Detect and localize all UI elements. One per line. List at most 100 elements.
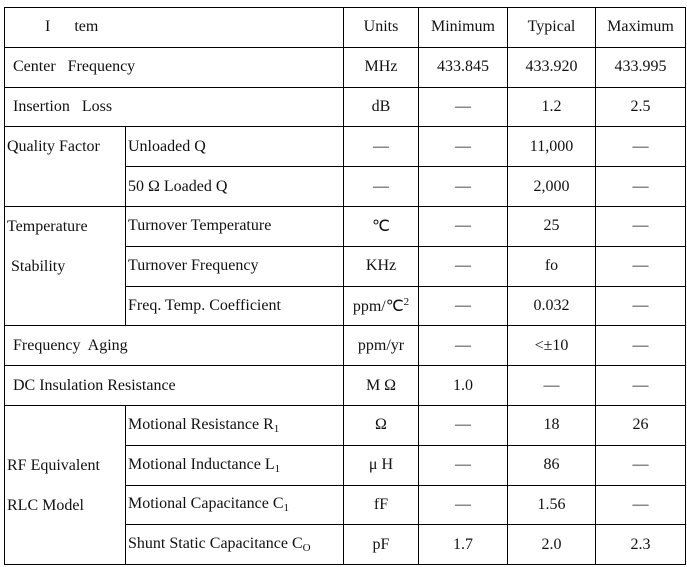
item-name: Turnover Temperature (125, 205, 344, 247)
units-cell: ℃ (343, 205, 419, 247)
units-text: pF (372, 535, 390, 553)
minimum-cell: — (418, 245, 508, 287)
minimum-cell: — (418, 325, 508, 367)
item-text: Motional Inductance L (128, 455, 275, 473)
maximum-cell: 26 (595, 404, 686, 446)
item-name: Turnover Frequency (125, 245, 344, 287)
typical-cell: — (507, 365, 596, 406)
minimum-cell: 433.845 (418, 46, 508, 88)
item-text: Freq. Temp. Coefficient (128, 296, 281, 314)
typical-cell: <±10 (507, 325, 596, 367)
item-name: 50 Ω Loaded Q (125, 166, 344, 207)
item-text: Motional Resistance R (128, 415, 274, 433)
maximum-cell: — (595, 205, 686, 247)
units-cell: Ω (343, 404, 419, 446)
typical-cell: 433.920 (507, 46, 596, 88)
typical-cell: 11,000 (507, 126, 596, 168)
table-row: Center Frequency MHz 433.845 433.920 433.995 (4, 46, 686, 88)
group-label-line: RLC Model (7, 496, 84, 514)
frequency-aging-label: Frequency Aging (4, 325, 344, 367)
temperature-stability-group-label: Temperature Stability (4, 205, 126, 327)
group-label-line: Quality Factor (7, 138, 100, 156)
maximum-cell: 2.5 (595, 86, 686, 128)
insertion-loss-label: Insertion Loss (4, 86, 344, 128)
table-row: Freq. Temp. Coefficient ppm/℃2—0.032— (5, 285, 686, 327)
units-text: M Ω (365, 376, 397, 394)
units-cell: M Ω (343, 365, 419, 406)
units-text: — (373, 137, 389, 155)
typical-cell: 0.032 (507, 285, 596, 327)
group-label-line: Stability (7, 257, 66, 275)
rf-equivalent-rlc-model-group-label: RF Equivalent RLC Model (4, 404, 126, 566)
units-cell: pF (343, 524, 419, 566)
typical-cell: 2.0 (507, 524, 596, 566)
item-text: Turnover Frequency (128, 257, 259, 275)
group-label-line: Temperature (7, 217, 88, 235)
item-name: Freq. Temp. Coefficient (125, 285, 344, 327)
header-units: Units (343, 7, 419, 48)
maximum-cell: — (595, 245, 686, 287)
minimum-cell: — (418, 86, 508, 128)
item-text: Turnover Temperature (128, 217, 272, 235)
minimum-cell: 1.7 (418, 524, 508, 566)
units-cell: MHz (343, 46, 419, 88)
minimum-cell: — (418, 285, 508, 327)
units-cell: ppm/℃2 (343, 285, 419, 327)
minimum-cell: 1.0 (418, 365, 508, 406)
header-typical: Typical (507, 7, 596, 48)
units-text: MHz (364, 58, 398, 76)
minimum-cell: — (418, 444, 508, 486)
header-maximum: Maximum (595, 7, 686, 48)
minimum-cell: — (418, 205, 508, 247)
dc-insulation-resistance-label: DC Insulation Resistance (4, 365, 344, 406)
maximum-cell: — (595, 166, 686, 207)
units-text: μ H (368, 456, 394, 474)
units-text: dB (371, 97, 391, 115)
maximum-cell: — (595, 285, 686, 327)
maximum-cell: — (595, 484, 686, 526)
item-text: Unloaded Q (128, 137, 206, 155)
item-subscript: O (302, 542, 311, 555)
center-frequency-label: Center Frequency (4, 46, 344, 88)
typical-cell: 2,000 (507, 166, 596, 207)
group-label-line: RF Equivalent (7, 456, 100, 474)
minimum-cell: — (418, 166, 508, 207)
typical-cell: 18 (507, 404, 596, 446)
maximum-cell: — (595, 126, 686, 168)
units-cell: KHz (343, 245, 419, 287)
units-cell: fF (343, 484, 419, 526)
minimum-cell: — (418, 126, 508, 168)
item-name: Unloaded Q (125, 126, 344, 168)
table-row: Insertion Loss dB —1.2 2.5 (4, 86, 686, 128)
units-cell: ppm/yr (343, 325, 419, 367)
maximum-cell: 2.3 (595, 524, 686, 566)
typical-cell: 1.2 (507, 86, 596, 128)
item-name: Motional Inductance L1 (125, 444, 344, 486)
units-text: — (373, 177, 389, 195)
table-row: Motional Inductance L1 μ H —86— (5, 444, 686, 486)
table-row: DC Insulation Resistance M Ω 1.0— — (4, 365, 686, 406)
units-text: ppm/℃ (352, 297, 404, 315)
table-row: Shunt Static Capacitance CO pF 1.7 2.0 2.3 (5, 524, 686, 566)
item-text: Motional Capacitance C (128, 495, 284, 513)
header-minimum: Minimum (418, 7, 508, 48)
item-subscript: 1 (283, 502, 290, 515)
table-row: 50 Ω Loaded Q — —2,000— (5, 166, 686, 207)
table-row: Frequency Aging ppm/yr — <±10— (4, 325, 686, 367)
units-superscript: 2 (403, 295, 410, 308)
typical-cell: fo (507, 245, 596, 287)
minimum-cell: — (418, 404, 508, 446)
typical-cell: 1.56 (507, 484, 596, 526)
units-cell: — (343, 166, 419, 207)
table-row: RF Equivalent RLC Model Motional Resistanc… (4, 404, 686, 566)
table-row: Turnover Frequency KHz — fo — (5, 245, 686, 287)
units-text: Ω (375, 416, 387, 434)
spacer (7, 406, 125, 446)
maximum-cell: — (595, 444, 686, 486)
units-text: ℃ (372, 218, 390, 236)
item-text: Shunt Static Capacitance C (128, 535, 303, 553)
item-subscript: 1 (274, 462, 281, 475)
